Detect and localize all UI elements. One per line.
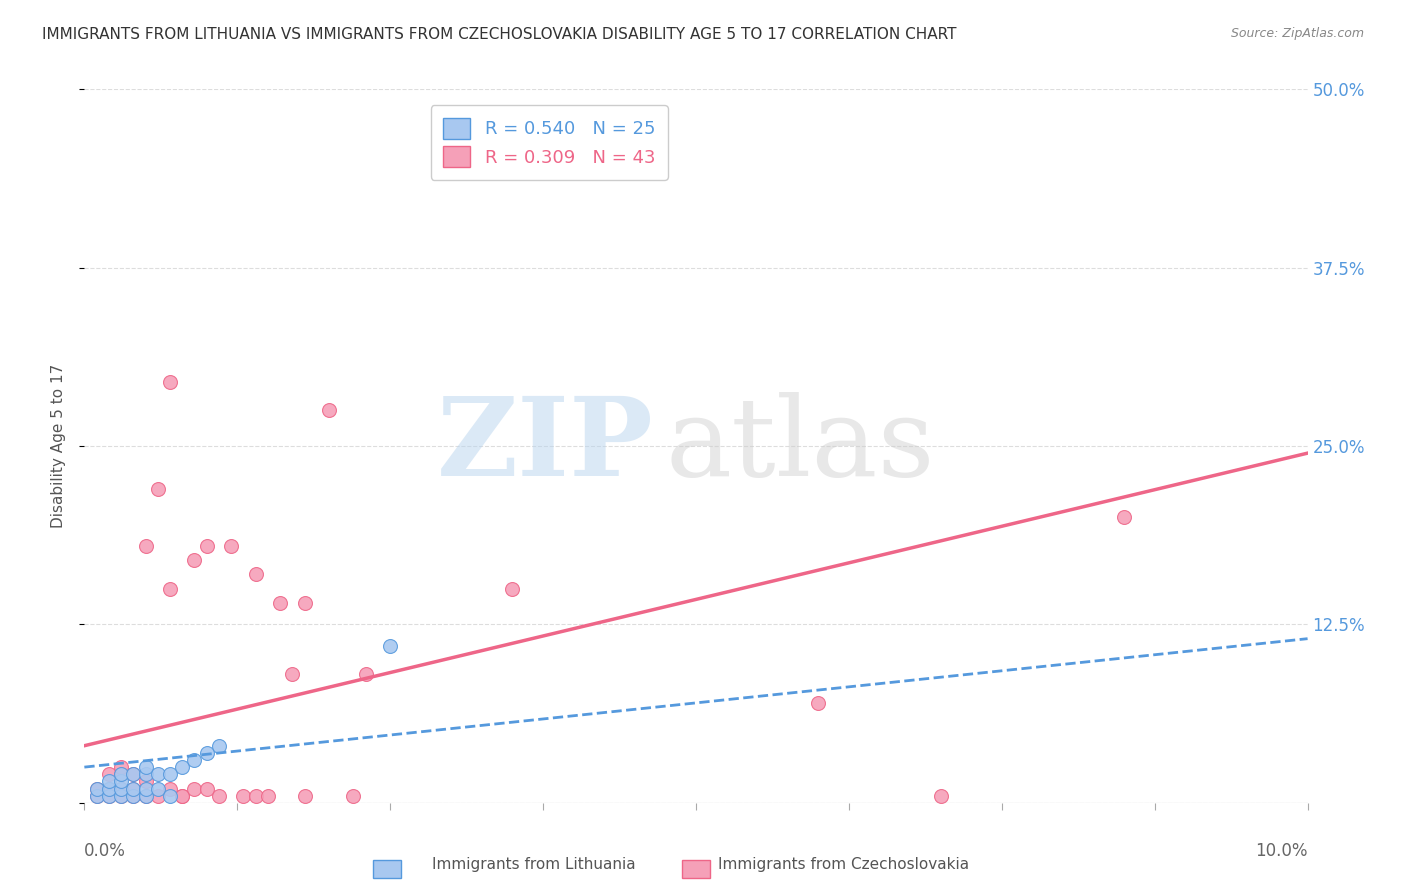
Point	[86, 789, 108, 803]
Point	[342, 789, 364, 803]
Point	[172, 789, 194, 803]
Point	[208, 739, 231, 753]
Point	[97, 774, 120, 789]
Point	[110, 767, 132, 781]
Point	[257, 789, 280, 803]
Point	[135, 789, 157, 803]
Point	[281, 667, 304, 681]
Text: 0.0%: 0.0%	[84, 842, 127, 860]
Point	[110, 774, 132, 789]
Point	[110, 781, 132, 796]
Point	[122, 781, 145, 796]
Point	[97, 789, 120, 803]
Point	[195, 746, 218, 760]
Point	[502, 582, 524, 596]
Text: 10.0%: 10.0%	[1256, 842, 1308, 860]
Point	[208, 789, 231, 803]
Text: atlas: atlas	[665, 392, 935, 500]
Point	[269, 596, 291, 610]
Point	[110, 789, 132, 803]
Point	[183, 753, 205, 767]
Point	[159, 375, 181, 389]
Point	[195, 781, 218, 796]
Point	[159, 789, 181, 803]
Point	[110, 767, 132, 781]
Point	[135, 767, 157, 781]
Point	[245, 789, 267, 803]
Text: Immigrants from Czechoslovakia: Immigrants from Czechoslovakia	[718, 857, 969, 872]
Point	[110, 760, 132, 774]
Point	[135, 539, 157, 553]
Point	[110, 789, 132, 803]
Point	[294, 596, 316, 610]
Point	[172, 760, 194, 774]
Point	[232, 789, 254, 803]
Point	[146, 789, 169, 803]
Text: IMMIGRANTS FROM LITHUANIA VS IMMIGRANTS FROM CZECHOSLOVAKIA DISABILITY AGE 5 TO : IMMIGRANTS FROM LITHUANIA VS IMMIGRANTS …	[42, 27, 956, 42]
Point	[122, 767, 145, 781]
Point	[97, 781, 120, 796]
Point	[122, 767, 145, 781]
Text: Source: ZipAtlas.com: Source: ZipAtlas.com	[1230, 27, 1364, 40]
Text: ZIP: ZIP	[436, 392, 654, 500]
Point	[146, 482, 169, 496]
Point	[195, 539, 218, 553]
Text: Immigrants from Lithuania: Immigrants from Lithuania	[433, 857, 636, 872]
Point	[86, 781, 108, 796]
Point	[135, 781, 157, 796]
Point	[159, 781, 181, 796]
Y-axis label: Disability Age 5 to 17: Disability Age 5 to 17	[51, 364, 66, 528]
Point	[1114, 510, 1136, 524]
Point	[807, 696, 830, 710]
Point	[354, 667, 377, 681]
Legend: R = 0.540   N = 25, R = 0.309   N = 43: R = 0.540 N = 25, R = 0.309 N = 43	[430, 105, 668, 179]
Point	[318, 403, 340, 417]
Point	[146, 767, 169, 781]
Point	[245, 567, 267, 582]
Point	[122, 789, 145, 803]
Point	[97, 781, 120, 796]
Point	[183, 553, 205, 567]
Point	[146, 781, 169, 796]
Point	[294, 789, 316, 803]
Point	[135, 789, 157, 803]
Point	[97, 767, 120, 781]
Point	[86, 789, 108, 803]
Point	[110, 781, 132, 796]
Point	[135, 774, 157, 789]
Point	[86, 781, 108, 796]
Point	[159, 767, 181, 781]
Point	[929, 789, 952, 803]
Point	[172, 789, 194, 803]
Point	[380, 639, 402, 653]
Point	[97, 789, 120, 803]
Point	[122, 781, 145, 796]
Point	[159, 582, 181, 596]
Point	[122, 789, 145, 803]
Point	[135, 760, 157, 774]
Point	[183, 781, 205, 796]
Point	[219, 539, 242, 553]
